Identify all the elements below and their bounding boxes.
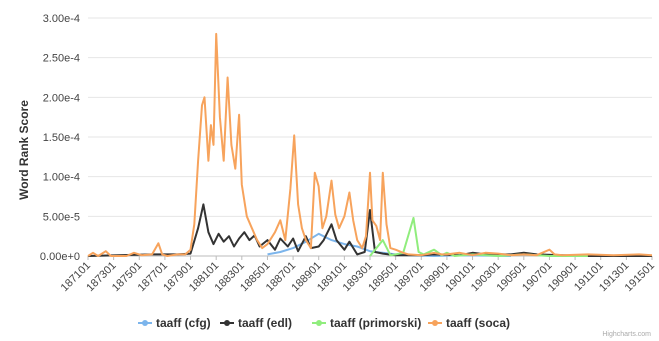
y-tick-label: 2.50e-4 [43,53,80,65]
legend-item[interactable]: taaff (soca) [428,316,510,330]
legend-item[interactable]: taaff (edl) [220,316,292,330]
chart-credit[interactable]: Highcharts.com [602,331,651,338]
legend-label[interactable]: taaff (primorski) [330,316,421,330]
legend: taaff (cfg) taaff (edl) taaff (primorski) t… [138,316,510,330]
legend-item[interactable]: taaff (primorski) [312,316,421,330]
y-axis-title: Word Rank Score [17,100,31,200]
y-tick-label: 3.00e-4 [43,13,80,25]
legend-label[interactable]: taaff (edl) [238,316,292,330]
y-tick-label: 1.00e-4 [43,172,80,184]
legend-marker [432,320,438,326]
gridlines [88,17,652,257]
legend-marker [224,320,230,326]
y-tick-label: 2.00e-4 [43,92,80,104]
y-tick-label: 5.00e-5 [43,211,80,223]
legend-label[interactable]: taaff (soca) [446,316,510,330]
series-lines [87,32,653,257]
y-tick-label: 1.50e-4 [43,132,80,144]
x-axis: 1871011873011875011877011879011881011883… [59,256,657,294]
series-line-2[interactable] [369,216,588,257]
legend-label[interactable]: taaff (cfg) [156,316,211,330]
y-tick-label: 0.00e+0 [40,251,80,263]
series-line-1[interactable] [87,203,652,257]
series-line-3[interactable] [87,32,653,257]
legend-marker [142,320,148,326]
legend-marker [316,320,322,326]
y-axis: 0.00e+0 5.00e-5 1.00e-4 1.50e-4 2.00e-4 2.50e… [40,13,80,263]
legend-item[interactable]: taaff (cfg) [138,316,211,330]
